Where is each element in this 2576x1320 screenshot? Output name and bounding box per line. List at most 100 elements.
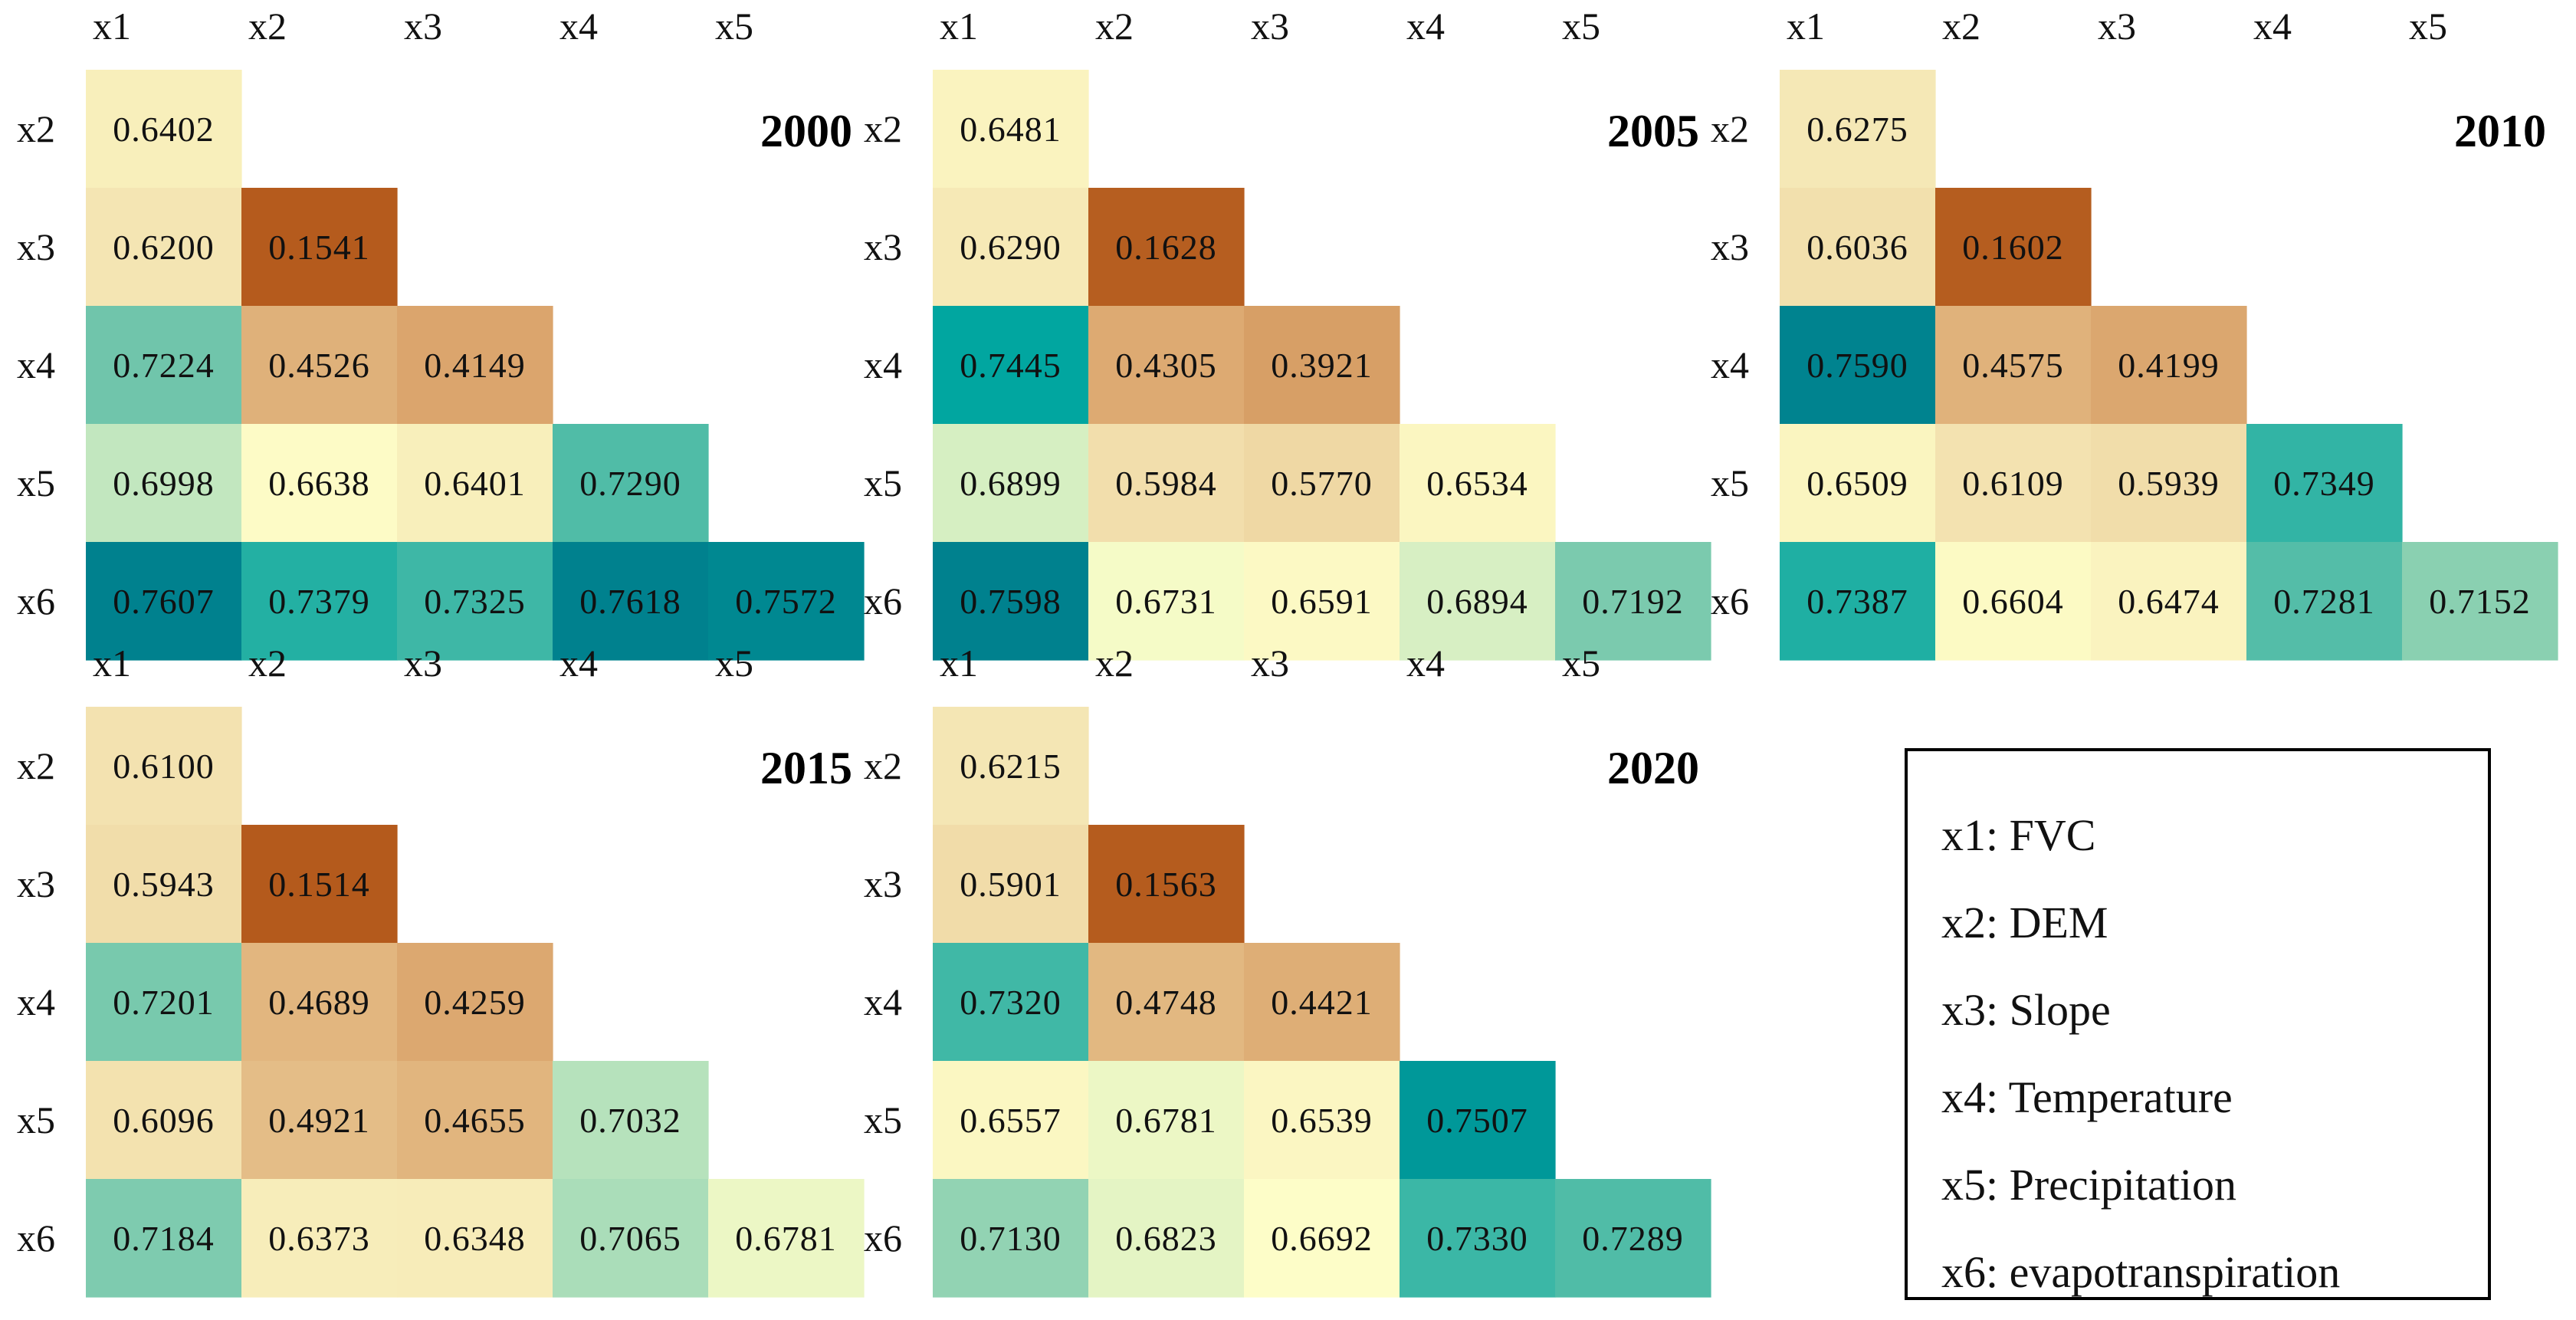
heatmap-cell	[2246, 424, 2403, 543]
col-label-x4: x4	[2253, 5, 2292, 48]
row-label-x2: x2	[864, 744, 902, 787]
legend-entry-x5: x5: Precipitation	[1941, 1160, 2236, 1210]
cell-value-label: 0.4305	[1115, 346, 1217, 385]
cell-value-label: 0.6998	[113, 464, 215, 503]
heatmap-cell	[86, 70, 242, 189]
heatmap-cell	[397, 542, 553, 661]
col-label-x4: x4	[560, 5, 598, 48]
heatmap-cell	[1088, 424, 1245, 543]
cell-value-label: 0.6109	[1962, 464, 2064, 503]
cell-value-label: 0.5939	[2118, 464, 2220, 503]
cell-value-label: 0.5943	[113, 865, 215, 904]
col-label-x5: x5	[715, 642, 753, 685]
cell-value-label: 0.4689	[268, 983, 370, 1022]
row-label-x3: x3	[1711, 225, 1749, 268]
cell-value-label: 0.5984	[1115, 464, 1217, 503]
cell-value-label: 0.7224	[113, 346, 215, 385]
row-label-x5: x5	[1711, 461, 1749, 504]
heatmap-panel-2015: x1 x2 x3 x4 x5 x2 x3 x4 x5 x6 0.6100 0.5943 0.1514 0.…	[17, 642, 865, 1298]
cell-value-label: 0.7607	[113, 582, 215, 621]
heatmap-cell	[241, 943, 398, 1062]
heatmap-cell	[1088, 1061, 1245, 1180]
legend-entry-x4: x4: Temperature	[1941, 1072, 2233, 1122]
col-label-x3: x3	[404, 642, 442, 685]
row-label-x3: x3	[864, 225, 902, 268]
legend-entry-x1: x1: FVC	[1941, 810, 2096, 860]
cell-value-label: 0.4421	[1271, 983, 1373, 1022]
cell-value-label: 0.7130	[960, 1219, 1062, 1258]
heatmap-cell	[397, 1061, 553, 1180]
heatmap-cell	[553, 1179, 709, 1298]
heatmap-cell	[1088, 188, 1245, 307]
cell-value-label: 0.7281	[2273, 582, 2375, 621]
legend-entry-x2: x2: DEM	[1941, 898, 2108, 947]
row-label-x5: x5	[864, 461, 902, 504]
cell-value-label: 0.6731	[1115, 582, 1217, 621]
heatmap-cell	[1244, 424, 1400, 543]
col-label-x3: x3	[1251, 5, 1289, 48]
cell-value-label: 0.7590	[1806, 346, 1908, 385]
heatmap-cell	[241, 1061, 398, 1180]
col-label-x4: x4	[1406, 5, 1445, 48]
heatmap-cell	[2091, 542, 2247, 661]
cell-value-label: 0.4655	[424, 1101, 526, 1140]
heatmap-cell	[553, 424, 709, 543]
cell-value-label: 0.7032	[579, 1101, 681, 1140]
cell-value-label: 0.6275	[1806, 110, 1908, 149]
row-label-x2: x2	[1711, 107, 1749, 150]
heatmap-cell	[1555, 1179, 1711, 1298]
cell-value-label: 0.4921	[268, 1101, 370, 1140]
heatmap-panel-2020: x1 x2 x3 x4 x5 x2 x3 x4 x5 x6 0.6215 0.5901 0.1563 0.…	[864, 642, 1711, 1298]
panel-title-2015: 2015	[760, 743, 852, 793]
row-label-x4: x4	[864, 343, 902, 386]
cell-value-label: 0.3921	[1271, 346, 1373, 385]
heatmap-cell	[1400, 424, 1556, 543]
heatmap-cell	[933, 306, 1089, 425]
col-label-x3: x3	[404, 5, 442, 48]
heatmap-cell	[933, 707, 1089, 826]
cell-value-label: 0.6539	[1271, 1101, 1373, 1140]
heatmap-cell	[553, 1061, 709, 1180]
heatmap-cell	[1935, 188, 2092, 307]
heatmap-cell	[2091, 424, 2247, 543]
heatmap-cell	[241, 306, 398, 425]
heatmap-cell	[1088, 542, 1245, 661]
row-label-x4: x4	[864, 980, 902, 1023]
heatmap-cell	[86, 943, 242, 1062]
col-label-x1: x1	[940, 642, 978, 685]
cell-value-label: 0.6402	[113, 110, 215, 149]
heatmap-panel-2000: x1 x2 x3 x4 x5 x2 x3 x4 x5 x6 0.6402 0.6200 0.1541 0.…	[17, 5, 865, 661]
row-label-x2: x2	[17, 107, 55, 150]
variable-legend: x1: FVC x2: DEM x3: Slope x4: Temperatur…	[1905, 748, 2491, 1300]
heatmap-cell	[86, 707, 242, 826]
row-label-x6: x6	[17, 580, 55, 622]
cell-value-label: 0.4748	[1115, 983, 1217, 1022]
heatmap-cell	[241, 542, 398, 661]
cell-value-label: 0.6474	[2118, 582, 2220, 621]
heatmap-cell	[1555, 542, 1711, 661]
heatmap-cell	[1088, 943, 1245, 1062]
row-label-x6: x6	[864, 580, 902, 622]
panel-title-2010: 2010	[2454, 106, 2546, 156]
col-label-x3: x3	[1251, 642, 1289, 685]
cell-value-label: 0.7598	[960, 582, 1062, 621]
legend-entry-x6: x6: evapotranspiration	[1941, 1247, 2341, 1297]
cell-value-label: 0.7572	[735, 582, 837, 621]
legend-entry-x3: x3: Slope	[1941, 985, 2111, 1035]
cell-value-label: 0.6823	[1115, 1219, 1217, 1258]
cell-value-label: 0.7184	[113, 1219, 215, 1258]
row-label-x5: x5	[17, 1098, 55, 1141]
heatmap-cell	[933, 424, 1089, 543]
cell-value-label: 0.6899	[960, 464, 1062, 503]
cell-value-label: 0.7379	[268, 582, 370, 621]
heatmap-cell	[553, 542, 709, 661]
cell-value-label: 0.7330	[1426, 1219, 1528, 1258]
heatmap-cell	[241, 188, 398, 307]
heatmap-cell	[86, 825, 242, 944]
heatmap-cell	[1780, 424, 1936, 543]
heatmap-cell	[397, 306, 553, 425]
row-label-x6: x6	[1711, 580, 1749, 622]
cell-value-label: 0.6557	[960, 1101, 1062, 1140]
cell-value-label: 0.1628	[1115, 228, 1217, 267]
